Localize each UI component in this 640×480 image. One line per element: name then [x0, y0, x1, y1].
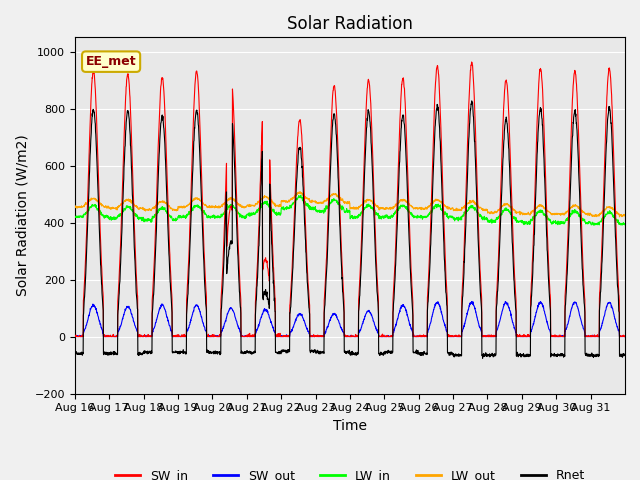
Legend: SW_in, SW_out, LW_in, LW_out, Rnet: SW_in, SW_out, LW_in, LW_out, Rnet — [110, 464, 590, 480]
SW_in — [126, 95, 134, 100]
SW_out — [72, 334, 79, 339]
Line: SW_out: SW_out — [75, 301, 625, 336]
Line: SW_in: SW_in — [75, 62, 625, 336]
Line: LW_in: LW_in — [75, 195, 625, 225]
LW_out — [296, 189, 304, 194]
SW_in — [547, 334, 555, 339]
LW_out — [621, 213, 629, 218]
SW_out — [547, 333, 555, 339]
LW_in — [621, 220, 629, 226]
LW_in — [591, 222, 598, 228]
SW_in — [468, 59, 476, 65]
SW_in — [383, 334, 391, 339]
SW_in — [621, 334, 629, 339]
LW_in — [244, 212, 252, 218]
Rnet — [621, 352, 629, 358]
LW_out — [614, 209, 621, 215]
SW_out — [614, 325, 621, 331]
Rnet — [468, 98, 476, 104]
SW_in — [245, 333, 253, 338]
LW_in — [297, 192, 305, 198]
X-axis label: Time: Time — [333, 419, 367, 433]
SW_out — [468, 299, 476, 304]
SW_out — [126, 306, 134, 312]
Rnet — [71, 350, 79, 356]
Rnet — [126, 127, 134, 132]
SW_out — [621, 334, 629, 339]
Rnet — [516, 352, 524, 358]
LW_out — [516, 208, 524, 214]
SW_in — [516, 334, 524, 339]
SW_in — [614, 267, 621, 273]
LW_out — [71, 204, 79, 210]
Line: LW_out: LW_out — [75, 192, 625, 217]
LW_out — [244, 202, 252, 208]
Rnet — [383, 349, 390, 355]
LW_in — [126, 204, 134, 209]
LW_in — [71, 214, 79, 219]
LW_in — [383, 214, 391, 220]
LW_in — [516, 219, 524, 225]
LW_out — [383, 205, 391, 211]
Rnet — [614, 284, 621, 289]
SW_out — [383, 334, 391, 339]
Rnet — [547, 353, 555, 359]
SW_out — [71, 334, 79, 339]
LW_out — [126, 197, 134, 203]
Y-axis label: Solar Radiation (W/m2): Solar Radiation (W/m2) — [15, 134, 29, 296]
SW_out — [516, 334, 524, 339]
LW_out — [547, 211, 554, 216]
Text: EE_met: EE_met — [86, 55, 136, 68]
Line: Rnet: Rnet — [75, 101, 625, 358]
Title: Solar Radiation: Solar Radiation — [287, 15, 413, 33]
LW_out — [616, 214, 623, 220]
LW_in — [547, 219, 554, 225]
LW_in — [614, 219, 621, 225]
SW_in — [71, 333, 79, 339]
Rnet — [244, 348, 252, 354]
SW_in — [71, 334, 79, 339]
Rnet — [479, 355, 486, 361]
SW_out — [245, 333, 253, 338]
